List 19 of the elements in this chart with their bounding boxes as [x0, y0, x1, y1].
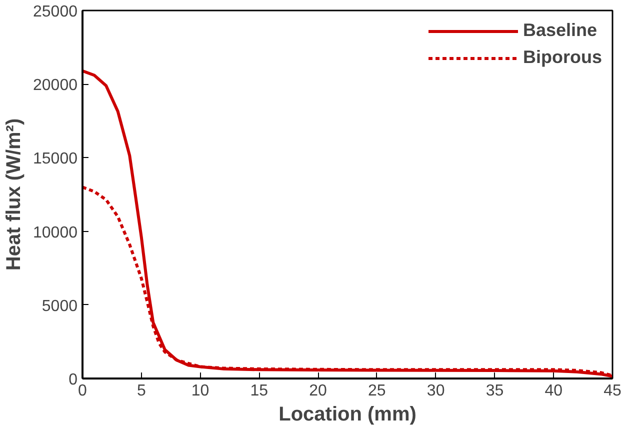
x-tick-label: 10 [191, 382, 210, 400]
legend-label: Biporous [523, 47, 602, 68]
y-axis-title: Heat flux (W/m²) [3, 118, 26, 271]
y-tick-label: 20000 [33, 77, 78, 94]
x-tick-label: 40 [544, 382, 563, 400]
x-tick-label: 30 [426, 382, 445, 400]
y-tick-label: 25000 [33, 4, 78, 20]
x-tick-label: 5 [136, 382, 146, 400]
y-tick-label: 0 [68, 372, 78, 388]
y-tick-label: 5000 [42, 298, 78, 315]
legend-label: Baseline [523, 20, 598, 41]
y-tick-label: 10000 [33, 224, 78, 242]
x-tick-label: 15 [250, 382, 268, 400]
x-tick-label: 35 [486, 382, 504, 400]
x-tick-label: 45 [604, 382, 622, 400]
x-tick-label: 25 [368, 382, 386, 400]
y-tick-label: 15000 [33, 150, 78, 168]
x-axis-title: Location (mm) [278, 404, 416, 426]
x-tick-label: 20 [309, 382, 328, 400]
